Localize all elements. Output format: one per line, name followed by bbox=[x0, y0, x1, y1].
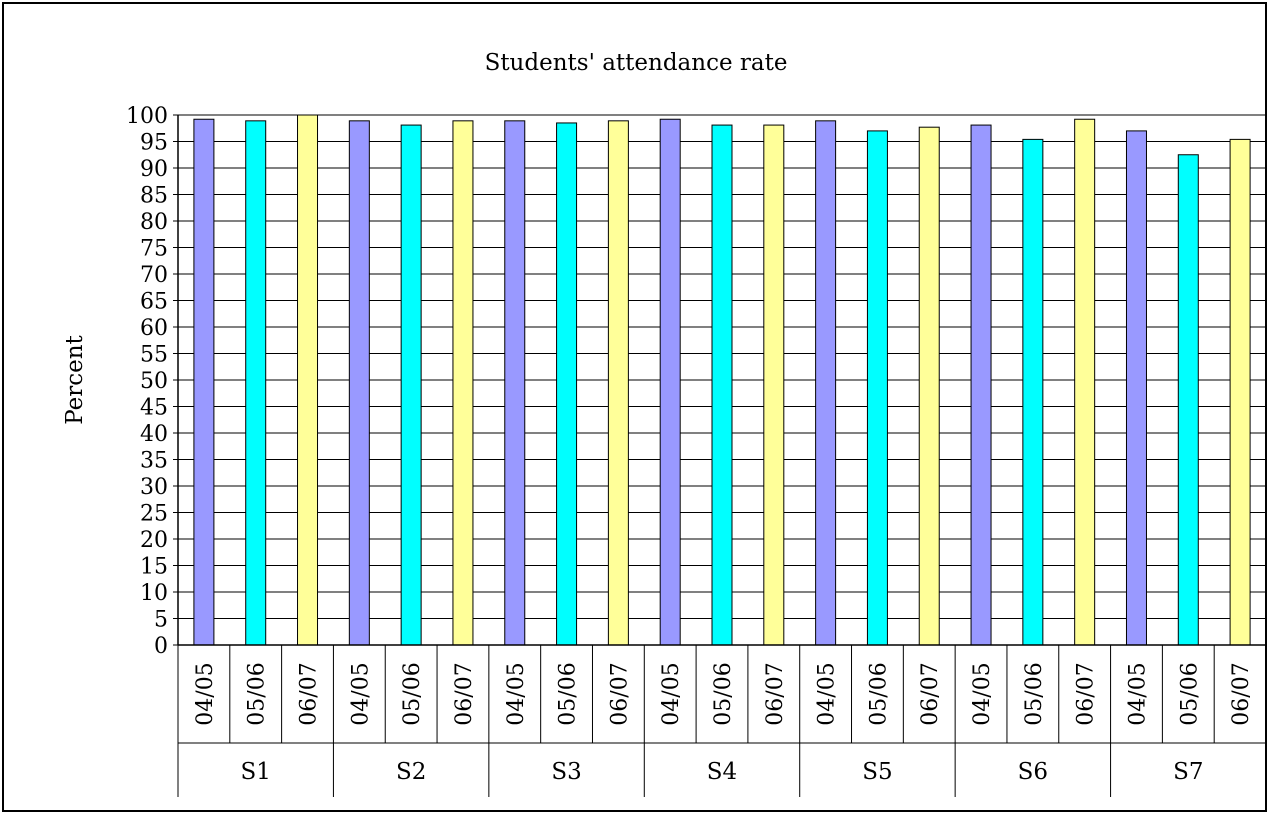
y-tick-label: 35 bbox=[140, 449, 168, 474]
bar-s5-06-07 bbox=[918, 126, 940, 646]
bar-s4-04-05 bbox=[659, 118, 681, 646]
y-tick-label: 0 bbox=[154, 634, 168, 659]
y-tick-label: 70 bbox=[140, 263, 168, 288]
x-tick-label-year: 04/05 bbox=[193, 662, 218, 725]
y-tick-label: 30 bbox=[140, 475, 168, 500]
x-tick-label-year: 06/07 bbox=[297, 662, 322, 725]
bar-s6-06-07 bbox=[1074, 118, 1096, 646]
x-tick-label-year: 04/05 bbox=[970, 662, 995, 725]
x-group-label: S2 bbox=[396, 759, 426, 785]
y-tick-label: 95 bbox=[140, 131, 168, 156]
y-tick-label: 65 bbox=[140, 290, 168, 315]
x-tick-label-year: 05/06 bbox=[400, 662, 425, 725]
bar-s3-06-07 bbox=[607, 120, 629, 646]
x-tick-label-year: 06/07 bbox=[918, 662, 943, 725]
y-tick-label: 15 bbox=[140, 555, 168, 580]
x-tick-label-year: 04/05 bbox=[659, 662, 684, 725]
bar-s2-06-07 bbox=[452, 120, 474, 646]
bars bbox=[193, 114, 1251, 646]
y-tick-label: 50 bbox=[140, 369, 168, 394]
bar-s6-05-06 bbox=[1022, 138, 1044, 646]
x-group-label: S5 bbox=[862, 759, 892, 785]
y-tick-label: 25 bbox=[140, 502, 168, 527]
y-tick-label: 100 bbox=[126, 104, 168, 129]
x-tick-label-year: 06/07 bbox=[763, 662, 788, 725]
bar-s7-04-05 bbox=[1125, 130, 1147, 646]
x-tick-label-year: 05/06 bbox=[866, 662, 891, 725]
y-tick-label: 40 bbox=[140, 422, 168, 447]
y-tick-label: 10 bbox=[140, 581, 168, 606]
x-tick-label-year: 04/05 bbox=[815, 662, 840, 725]
x-tick-label-year: 05/06 bbox=[556, 662, 581, 725]
y-tick-label: 45 bbox=[140, 396, 168, 421]
x-group-label: S4 bbox=[707, 759, 737, 785]
chart-title: Students' attendance rate bbox=[485, 50, 788, 76]
bar-s1-06-07 bbox=[297, 114, 319, 646]
y-tick-label: 60 bbox=[140, 316, 168, 341]
y-tick-label: 80 bbox=[140, 210, 168, 235]
x-tick-label-year: 04/05 bbox=[1125, 662, 1150, 725]
x-tick-label-year: 06/07 bbox=[1229, 662, 1254, 725]
axes bbox=[173, 114, 1267, 797]
bar-s2-04-05 bbox=[348, 120, 370, 646]
x-group-label: S7 bbox=[1173, 759, 1203, 785]
x-tick-label-year: 05/06 bbox=[1022, 662, 1047, 725]
y-tick-labels: 0510152025303540455055606570758085909510… bbox=[126, 104, 168, 659]
x-tick-labels: 04/05 05/06 06/07 S1 04/05 05/06 06/07 S2 04/05 0… bbox=[193, 662, 1254, 785]
y-tick-label: 90 bbox=[140, 157, 168, 182]
bar-s7-05-06 bbox=[1177, 154, 1199, 646]
bar-s1-05-06 bbox=[245, 120, 267, 646]
x-tick-label-year: 04/05 bbox=[504, 662, 529, 725]
x-tick-label-year: 06/07 bbox=[452, 662, 477, 725]
bar-s5-04-05 bbox=[815, 120, 837, 646]
bar-s3-04-05 bbox=[504, 120, 526, 646]
x-tick-label-year: 05/06 bbox=[1177, 662, 1202, 725]
x-group-label: S1 bbox=[241, 759, 271, 785]
y-tick-label: 20 bbox=[140, 528, 168, 553]
bar-s2-05-06 bbox=[400, 124, 422, 646]
x-group-label: S6 bbox=[1018, 759, 1048, 785]
bar-s1-04-05 bbox=[193, 118, 215, 646]
x-tick-label-year: 06/07 bbox=[1074, 662, 1099, 725]
x-tick-label-year: 05/06 bbox=[711, 662, 736, 725]
y-tick-label: 55 bbox=[140, 343, 168, 368]
bar-s4-06-07 bbox=[763, 124, 785, 646]
bar-s6-04-05 bbox=[970, 124, 992, 646]
bar-s5-05-06 bbox=[866, 130, 888, 646]
y-tick-label: 75 bbox=[140, 237, 168, 262]
y-tick-label: 5 bbox=[154, 608, 168, 633]
bar-s3-05-06 bbox=[556, 122, 578, 646]
x-tick-label-year: 06/07 bbox=[607, 662, 632, 725]
bar-s4-05-06 bbox=[711, 124, 733, 646]
bar-s7-06-07 bbox=[1229, 138, 1251, 646]
y-axis-label: Percent bbox=[62, 334, 88, 424]
x-tick-label-year: 04/05 bbox=[348, 662, 373, 725]
x-group-label: S3 bbox=[551, 759, 581, 785]
y-tick-label: 85 bbox=[140, 184, 168, 209]
x-tick-label-year: 05/06 bbox=[245, 662, 270, 725]
